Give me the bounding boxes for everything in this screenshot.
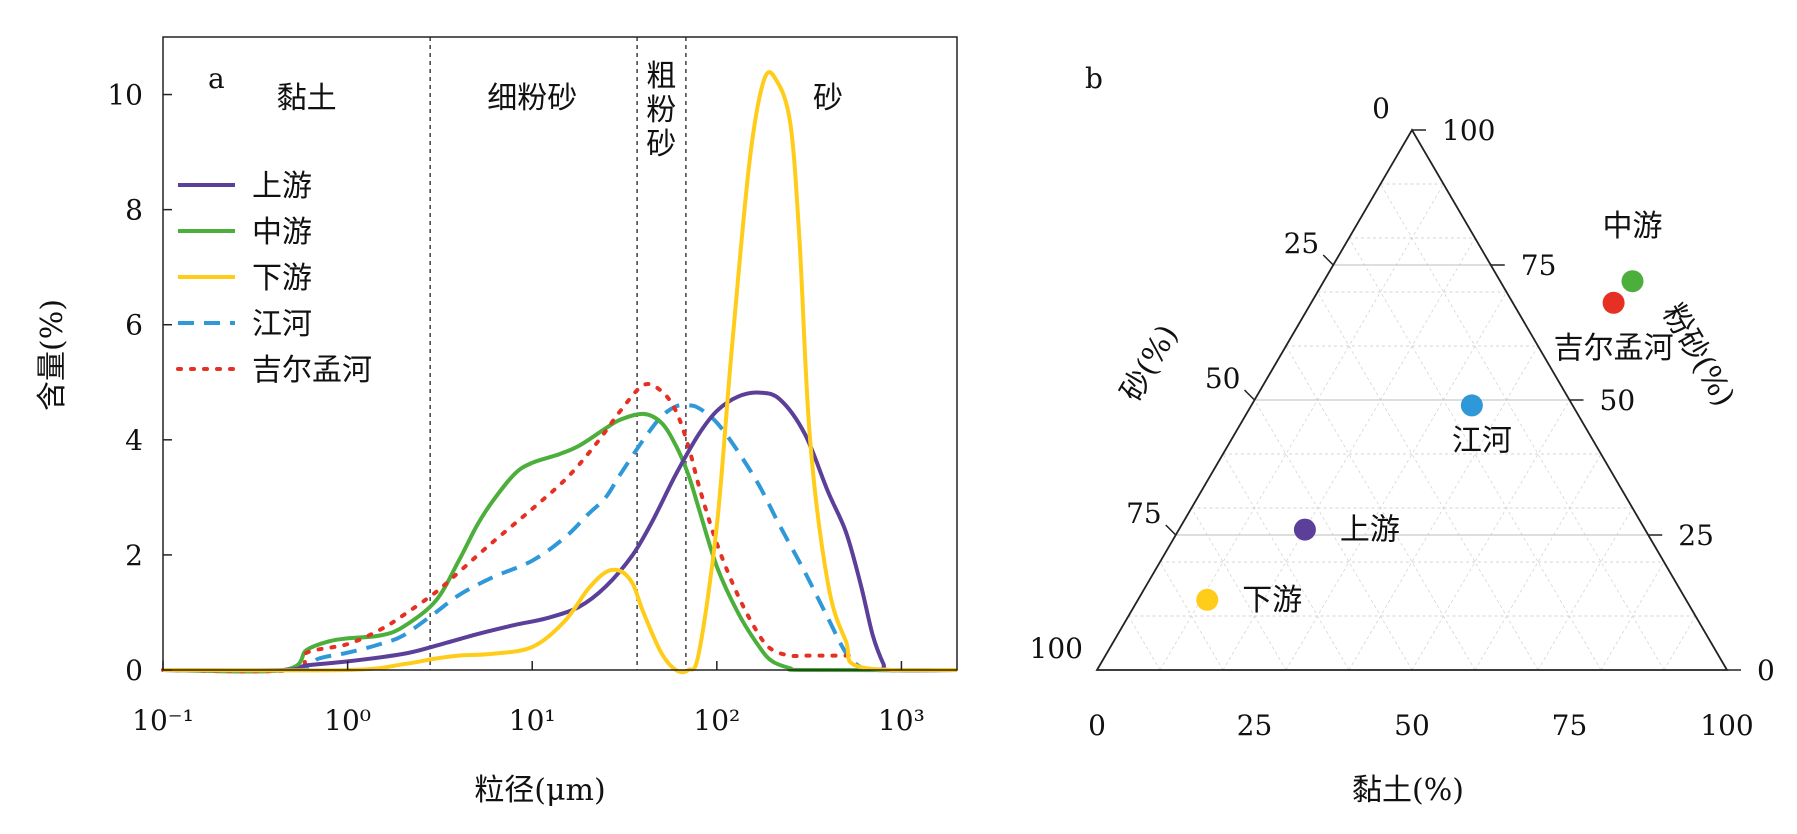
region-label-char: 粉 — [646, 93, 676, 128]
bottom-tick-label: 75 — [1552, 709, 1588, 742]
legend-label: 上游 — [252, 169, 312, 204]
legend-label: 江河 — [252, 307, 312, 342]
bottom-tick-label: 50 — [1394, 709, 1430, 742]
series-line-4 — [162, 403, 958, 673]
region-label: 黏土 — [277, 81, 337, 116]
series-line-2 — [162, 411, 958, 674]
legend-label: 中游 — [252, 215, 312, 250]
left-axis-label: 砂(%) — [1114, 319, 1185, 407]
y-tick-label: 8 — [125, 194, 143, 227]
right-tick-label: 25 — [1678, 519, 1714, 552]
x-axis-label: 粒径(μm) — [474, 773, 605, 808]
y-tick-label: 4 — [125, 424, 143, 457]
panel-b-letter: b — [1085, 62, 1103, 95]
x-tick-label: 10³ — [878, 704, 925, 737]
right-tick-label: 75 — [1521, 249, 1557, 282]
bottom-axis-label: 黏土(%) — [1352, 773, 1464, 808]
ternary-point — [1460, 394, 1483, 417]
left-tick — [1165, 524, 1177, 536]
ternary-grid-line — [1663, 615, 1696, 671]
region-label: 细粉砂 — [487, 81, 577, 116]
right-tick-label: 100 — [1442, 114, 1495, 147]
panel-a-letter: a — [208, 62, 225, 95]
x-tick-label: 10⁻¹ — [132, 704, 194, 737]
region-label-char: 粗 — [646, 59, 676, 94]
legend-label: 下游 — [252, 261, 312, 296]
x-tick-label: 10² — [693, 704, 740, 737]
series-line-5 — [161, 382, 856, 674]
legend-label: 吉尔孟河 — [252, 353, 372, 388]
left-tick-label: 100 — [1030, 632, 1083, 665]
left-tick — [1322, 254, 1334, 266]
ternary-point-label: 中游 — [1603, 209, 1663, 244]
left-tick-label: 50 — [1205, 362, 1241, 395]
ternary-grid-line — [1537, 507, 1633, 671]
ternary-grid-line — [1348, 237, 1602, 671]
region-label-char: 砂 — [646, 127, 676, 162]
series-line-1 — [162, 390, 958, 673]
ternary-grid-line — [1317, 291, 1539, 671]
ternary-point — [1196, 588, 1219, 611]
y-tick-label: 2 — [125, 539, 143, 572]
ternary-point-label: 下游 — [1242, 583, 1302, 618]
right-tick-label: 50 — [1600, 384, 1636, 417]
bottom-tick-label: 25 — [1237, 709, 1273, 742]
plot-frame — [162, 36, 958, 671]
y-tick-label: 10 — [107, 79, 143, 112]
left-tick-label: 75 — [1126, 497, 1162, 530]
x-tick-label: 10⁰ — [324, 704, 371, 737]
left-tick-label: 0 — [1372, 92, 1390, 125]
ternary-point-label: 江河 — [1452, 423, 1512, 458]
ternary-grid-line — [1600, 561, 1665, 671]
ternary-point — [1602, 291, 1625, 314]
x-tick-label: 10¹ — [509, 704, 556, 737]
ternary-point — [1621, 270, 1644, 293]
region-label: 砂 — [813, 81, 843, 116]
panel-b-ternary: b 0 0 0 25 25 25 50 50 50 75 75 75 100 100 100 中游吉尔孟河江… — [1030, 62, 1775, 808]
ternary-point-label: 吉尔孟河 — [1554, 331, 1674, 366]
bottom-tick-label: 0 — [1088, 709, 1106, 742]
y-tick-label: 0 — [125, 654, 143, 687]
ternary-point — [1293, 518, 1316, 541]
left-tick — [1243, 389, 1256, 401]
ternary-grid-line — [1222, 237, 1476, 671]
bottom-tick-label: 100 — [1700, 709, 1753, 742]
ternary-point-label: 上游 — [1340, 513, 1400, 548]
ternary-grid-line — [1285, 291, 1507, 671]
y-tick-label: 6 — [125, 309, 143, 342]
left-tick-label: 25 — [1284, 227, 1320, 260]
ternary-grid-line — [1159, 561, 1224, 671]
y-axis-label: 含量(%) — [35, 299, 70, 411]
ternary-grid-line — [1128, 615, 1161, 671]
right-tick-label: 0 — [1757, 654, 1775, 687]
